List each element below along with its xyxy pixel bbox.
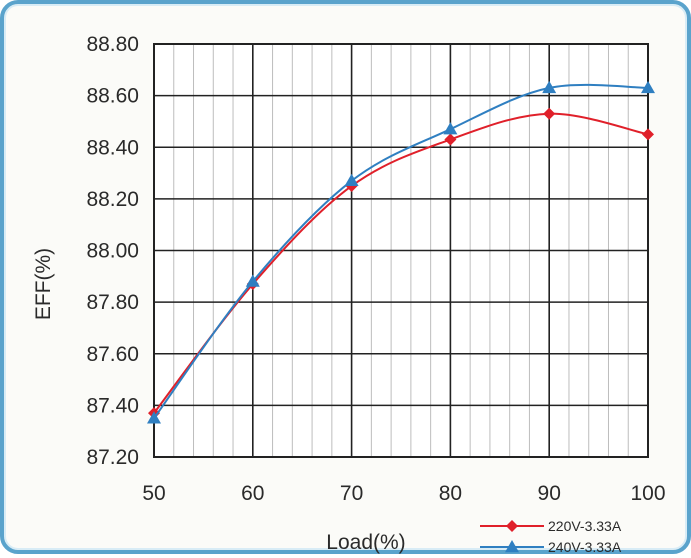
legend: 220V-3.33A 240V-3.33A xyxy=(480,518,622,555)
efficiency-chart: 88.80 88.60 88.40 88.20 88.00 87.80 87.60 87.40… xyxy=(32,33,666,555)
x-tick-label: 100 xyxy=(630,482,665,505)
y-tick-label: 88.20 xyxy=(86,188,139,211)
y-tick-label: 87.40 xyxy=(86,394,139,417)
data-point xyxy=(642,128,654,141)
y-tick-label: 88.00 xyxy=(86,240,139,263)
legend-marker xyxy=(505,540,519,553)
series-layer xyxy=(147,80,655,424)
x-tick-label: 70 xyxy=(340,482,363,505)
x-axis-ticks: 50 60 70 80 90 100 xyxy=(142,482,665,505)
legend-label: 220V-3.33A xyxy=(548,518,622,534)
y-tick-label: 88.60 xyxy=(86,85,139,108)
x-tick-label: 80 xyxy=(439,482,462,505)
data-point xyxy=(443,122,458,135)
y-axis-ticks: 88.80 88.60 88.40 88.20 88.00 87.80 87.60 87.40… xyxy=(86,33,139,469)
data-point xyxy=(542,80,557,94)
data-point xyxy=(444,133,457,146)
data-point xyxy=(245,274,260,287)
x-axis-label: Load(%) xyxy=(326,531,405,554)
y-tick-label: 88.80 xyxy=(86,33,139,56)
x-tick-label: 50 xyxy=(142,482,165,505)
y-tick-label: 88.40 xyxy=(86,136,139,159)
data-point xyxy=(344,173,359,187)
data-point xyxy=(543,107,556,120)
y-axis-label: EFF(%) xyxy=(32,248,55,320)
y-tick-label: 87.60 xyxy=(86,343,139,366)
legend-label: 240V-3.33A xyxy=(548,539,622,555)
data-point xyxy=(147,411,161,424)
plot-border xyxy=(153,43,649,458)
data-point xyxy=(641,80,655,94)
x-tick-label: 60 xyxy=(241,482,264,505)
x-tick-label: 90 xyxy=(538,482,561,505)
y-tick-label: 87.80 xyxy=(86,291,139,314)
legend-marker xyxy=(506,520,518,532)
series-triangle xyxy=(147,80,655,424)
y-tick-label: 87.20 xyxy=(86,446,139,469)
